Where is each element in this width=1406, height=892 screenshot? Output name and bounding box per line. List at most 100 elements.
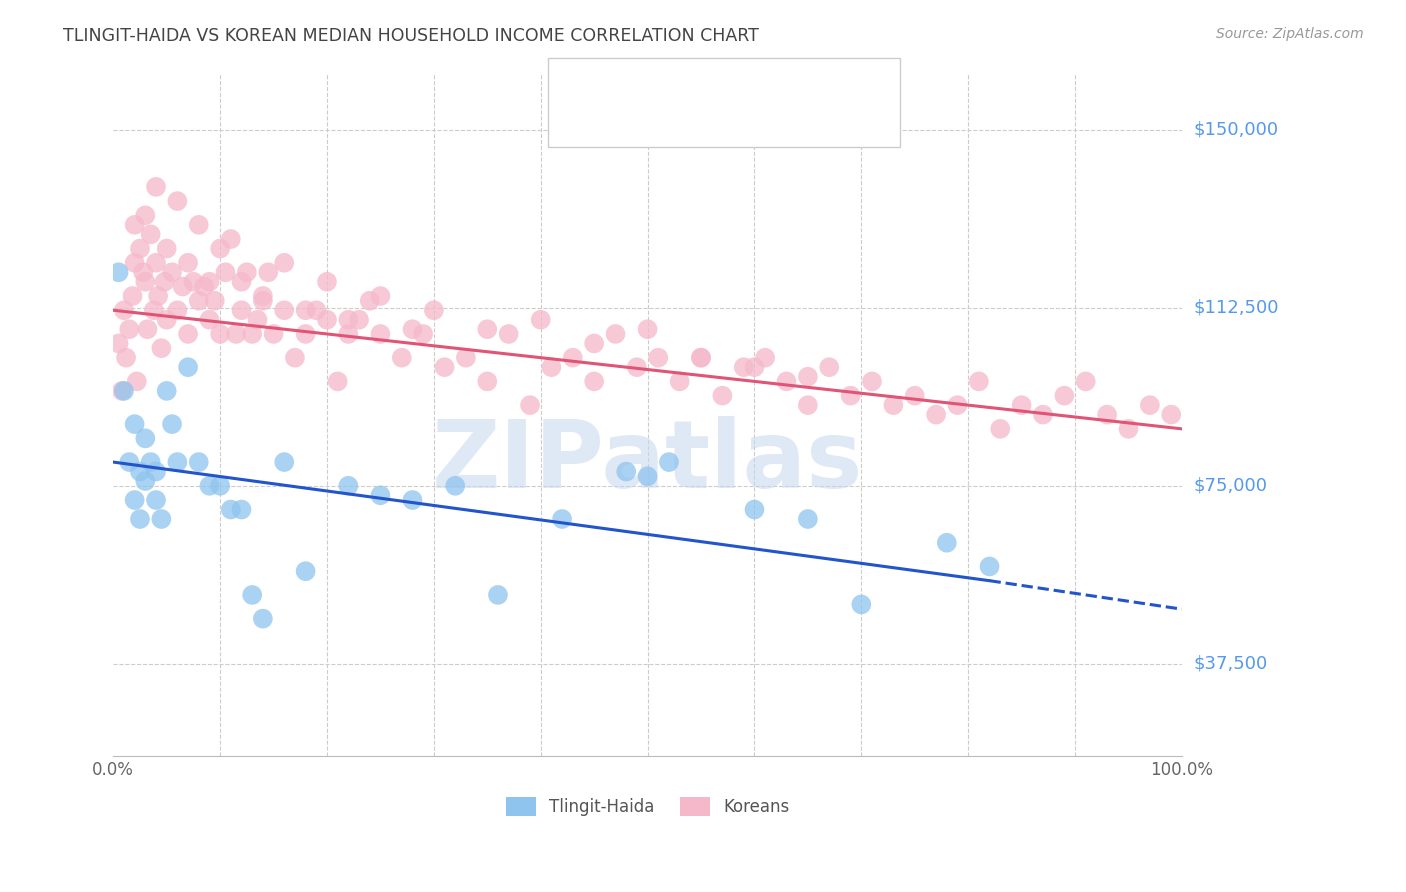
Point — [124, 256, 146, 270]
Point — [486, 588, 509, 602]
Point — [433, 360, 456, 375]
Point — [139, 227, 162, 242]
Point — [156, 384, 179, 398]
Point — [219, 502, 242, 516]
Point — [337, 312, 360, 326]
Point — [925, 408, 948, 422]
Point — [177, 256, 200, 270]
Text: $37,500: $37,500 — [1194, 655, 1267, 673]
Point — [145, 465, 167, 479]
Point — [129, 242, 152, 256]
Point — [583, 375, 606, 389]
Bar — [565, 108, 596, 136]
Point — [477, 375, 499, 389]
Point — [111, 384, 134, 398]
Point — [273, 455, 295, 469]
Point — [316, 275, 339, 289]
Point — [690, 351, 713, 365]
Text: 40: 40 — [807, 73, 832, 91]
Point — [967, 375, 990, 389]
Point — [150, 341, 173, 355]
Point — [605, 326, 627, 341]
Point — [112, 303, 135, 318]
Point — [711, 389, 734, 403]
Point — [423, 303, 446, 318]
Point — [145, 179, 167, 194]
Point — [401, 493, 423, 508]
Point — [668, 375, 690, 389]
Point — [139, 455, 162, 469]
Point — [172, 279, 194, 293]
Point — [134, 275, 156, 289]
Point — [160, 265, 183, 279]
Point — [359, 293, 381, 308]
Point — [145, 256, 167, 270]
Point — [1053, 389, 1076, 403]
Point — [337, 479, 360, 493]
Text: $75,000: $75,000 — [1194, 477, 1267, 495]
Point — [754, 351, 776, 365]
Point — [115, 351, 138, 365]
Point — [935, 535, 957, 549]
Point — [583, 336, 606, 351]
Point — [637, 322, 659, 336]
Point — [744, 502, 766, 516]
Point — [121, 289, 143, 303]
Point — [187, 293, 209, 308]
Point — [647, 351, 669, 365]
Bar — [565, 68, 596, 96]
Text: Source: ZipAtlas.com: Source: ZipAtlas.com — [1216, 27, 1364, 41]
Point — [946, 398, 969, 412]
Point — [118, 455, 141, 469]
Point — [370, 326, 392, 341]
Point — [1160, 408, 1182, 422]
Point — [347, 312, 370, 326]
Point — [209, 479, 232, 493]
Point — [118, 322, 141, 336]
Point — [370, 488, 392, 502]
Point — [561, 351, 583, 365]
Point — [882, 398, 904, 412]
Point — [551, 512, 574, 526]
Point — [124, 417, 146, 431]
Point — [454, 351, 477, 365]
Legend: Tlingit-Haida, Koreans: Tlingit-Haida, Koreans — [499, 790, 796, 823]
Point — [401, 322, 423, 336]
Point — [316, 312, 339, 326]
Text: R =: R = — [613, 113, 650, 131]
Point — [198, 275, 221, 289]
Point — [979, 559, 1001, 574]
Point — [252, 293, 274, 308]
Text: 111: 111 — [807, 113, 845, 131]
Point — [851, 598, 873, 612]
Point — [193, 279, 215, 293]
Point — [690, 351, 713, 365]
Point — [177, 360, 200, 375]
Point — [444, 479, 467, 493]
Point — [107, 336, 129, 351]
Point — [231, 275, 253, 289]
Point — [498, 326, 520, 341]
Point — [125, 375, 148, 389]
Point — [294, 303, 316, 318]
Point — [1074, 375, 1097, 389]
Point — [204, 293, 226, 308]
Point — [124, 493, 146, 508]
Point — [177, 326, 200, 341]
Point — [658, 455, 681, 469]
Point — [166, 455, 188, 469]
Point — [797, 369, 820, 384]
Point — [129, 512, 152, 526]
Text: R =: R = — [613, 73, 650, 91]
Point — [252, 289, 274, 303]
Point — [198, 479, 221, 493]
Point — [134, 474, 156, 488]
Text: ZIPatlas: ZIPatlas — [432, 417, 863, 508]
Point — [818, 360, 841, 375]
Point — [153, 275, 176, 289]
Text: $112,500: $112,500 — [1194, 299, 1278, 317]
Point — [156, 242, 179, 256]
Point — [337, 326, 360, 341]
Point — [370, 289, 392, 303]
Point — [240, 588, 263, 602]
